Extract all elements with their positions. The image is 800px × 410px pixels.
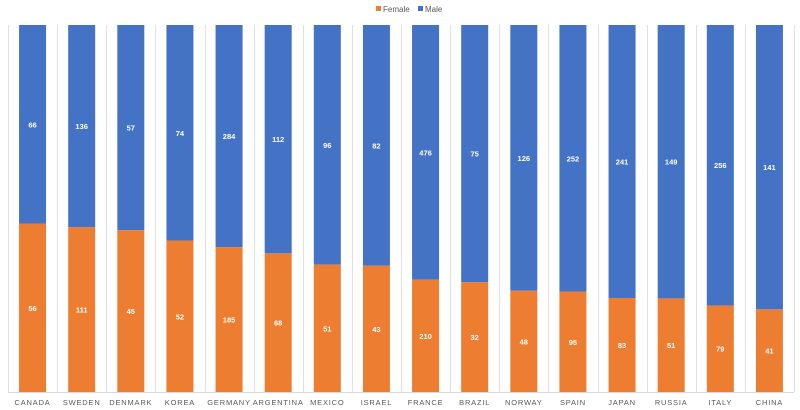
- data-label-female: 185: [223, 316, 236, 325]
- data-label-male: 74: [176, 129, 185, 138]
- data-label-male: 126: [518, 154, 531, 163]
- bar-female: [166, 240, 194, 392]
- bar-male: [412, 25, 440, 280]
- data-label-male: 476: [419, 148, 432, 157]
- bar-female: [461, 282, 489, 392]
- bars: [19, 25, 783, 392]
- bar-female: [412, 279, 440, 392]
- bar-male: [215, 25, 243, 248]
- bar-female: [68, 227, 96, 392]
- bar-male: [608, 25, 636, 298]
- bar-female: [706, 305, 734, 392]
- bar-female: [755, 309, 783, 392]
- data-label-female: 56: [28, 304, 36, 313]
- bar-male: [559, 25, 587, 292]
- data-label-female: 210: [419, 332, 432, 341]
- legend-swatch: [418, 6, 423, 11]
- bar-male: [461, 25, 489, 283]
- data-label-female: 79: [716, 345, 724, 354]
- bar-female: [657, 298, 685, 392]
- data-label-female: 52: [176, 312, 184, 321]
- bar-female: [117, 230, 145, 392]
- category-label: ITALY: [708, 398, 732, 407]
- data-label-female: 48: [520, 337, 528, 346]
- bar-male: [264, 25, 292, 254]
- data-label-male: 256: [714, 161, 727, 170]
- category-label: JAPAN: [608, 398, 636, 407]
- category-label: ISRAEL: [361, 398, 392, 407]
- data-label-female: 41: [765, 347, 773, 356]
- legend-label: Female: [383, 5, 410, 14]
- data-label-female: 83: [618, 341, 626, 350]
- category-label: BRAZIL: [459, 398, 490, 407]
- data-label-male: 112: [272, 135, 284, 144]
- grid-lines: [8, 25, 795, 393]
- bar-female: [362, 265, 390, 392]
- data-label-male: 284: [223, 132, 236, 141]
- bar-male: [68, 25, 96, 228]
- bar-male: [166, 25, 194, 241]
- legend-label: Male: [425, 5, 443, 14]
- bar-female: [313, 264, 341, 392]
- data-label-male: 149: [665, 158, 678, 167]
- bar-male: [755, 25, 783, 310]
- data-label-male: 75: [471, 150, 479, 159]
- category-label: ARGENTINA: [253, 398, 304, 407]
- data-label-female: 51: [323, 324, 331, 333]
- category-label: SWEDEN: [63, 398, 101, 407]
- category-label: CHINA: [756, 398, 783, 407]
- bar-male: [510, 25, 538, 291]
- bar-male: [313, 25, 341, 265]
- category-label: MEXICO: [310, 398, 344, 407]
- category-label: RUSSIA: [655, 398, 688, 407]
- category-label: DENMARK: [109, 398, 152, 407]
- bar-male: [362, 25, 390, 266]
- data-label-male: 57: [127, 124, 135, 133]
- data-label-male: 136: [75, 122, 88, 131]
- data-label-male: 252: [567, 154, 580, 163]
- data-label-female: 111: [76, 306, 88, 315]
- category-label: FRANCE: [408, 398, 444, 407]
- category-label: CANADA: [15, 398, 51, 407]
- value-labels: 66 56 136 111 57 45 74 52 284 185 112 68 96 51 82 43 476…: [28, 120, 775, 355]
- data-label-female: 51: [667, 341, 675, 350]
- bar-female: [264, 253, 292, 392]
- bar-female: [510, 290, 538, 392]
- bar-female: [608, 297, 636, 392]
- data-label-female: 68: [274, 319, 282, 328]
- category-label: KOREA: [165, 398, 195, 407]
- legend: Female Male: [376, 5, 443, 14]
- bar-female: [559, 291, 587, 392]
- legend-swatch: [376, 6, 381, 11]
- data-label-male: 96: [323, 141, 331, 150]
- data-label-male: 66: [28, 120, 36, 129]
- data-label-male: 141: [763, 163, 776, 172]
- data-label-male: 82: [372, 141, 380, 150]
- bar-male: [706, 25, 734, 306]
- data-label-female: 32: [471, 333, 479, 342]
- category-label: NORWAY: [505, 398, 543, 407]
- category-label: SPAIN: [560, 398, 586, 407]
- bar-male: [19, 25, 47, 224]
- bar-female: [19, 223, 47, 392]
- bar-female: [215, 247, 243, 392]
- category-label: GERMANY: [207, 398, 251, 407]
- data-label-male: 241: [616, 157, 629, 166]
- data-label-female: 43: [372, 325, 380, 334]
- bar-male: [657, 25, 685, 299]
- data-label-female: 95: [569, 338, 577, 347]
- bar-male: [117, 25, 145, 231]
- category-axis: CANADA SWEDEN DENMARK KOREA GERMANY ARGENTINA…: [15, 398, 783, 407]
- data-label-female: 45: [127, 307, 135, 316]
